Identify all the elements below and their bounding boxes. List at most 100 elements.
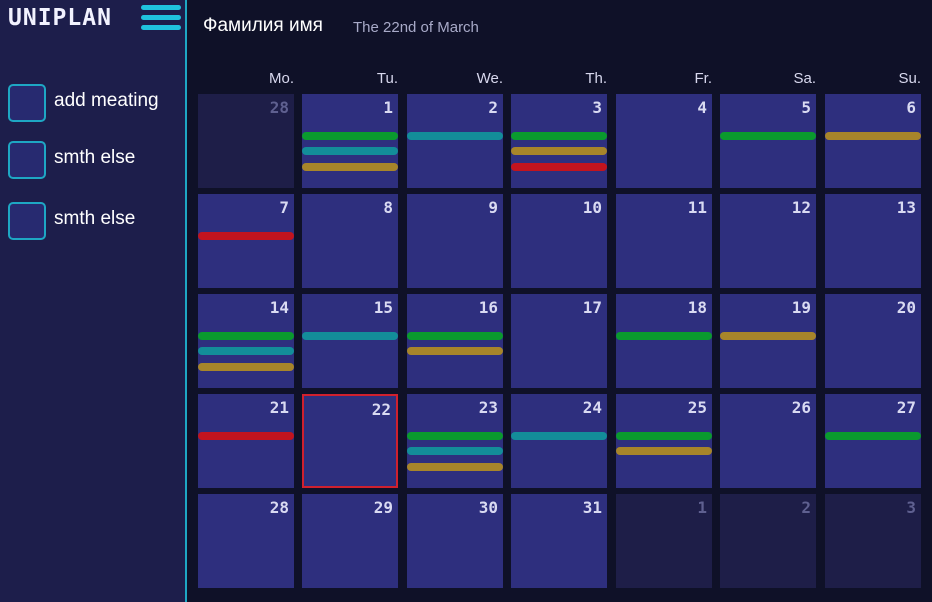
weekday-label: Su.: [898, 70, 921, 87]
sidebar-item-checkbox[interactable]: [8, 202, 46, 240]
day-number: 24: [582, 398, 602, 417]
event-bar-gold[interactable]: [198, 363, 294, 371]
event-bar-green[interactable]: [407, 332, 503, 340]
calendar-day[interactable]: 1: [616, 494, 712, 588]
day-number: 14: [269, 298, 289, 317]
weekday-label: Mo.: [268, 70, 294, 87]
calendar-day[interactable]: 8: [302, 194, 398, 288]
event-bar-green[interactable]: [302, 132, 398, 140]
event-bar-teal[interactable]: [407, 447, 503, 455]
calendar-day[interactable]: 12: [720, 194, 816, 288]
calendar-day[interactable]: 13: [825, 194, 921, 288]
sidebar-item-label: smth else: [54, 208, 136, 229]
event-bar-gold[interactable]: [825, 132, 921, 140]
event-bar-gold[interactable]: [302, 163, 398, 171]
event-bar-teal[interactable]: [407, 132, 503, 140]
day-number: 26: [791, 398, 811, 417]
user-name: Фамилия имя: [203, 15, 323, 36]
calendar-day[interactable]: 9: [407, 194, 503, 288]
calendar-day[interactable]: 5: [720, 94, 816, 188]
weekday-label: Tu.: [376, 70, 398, 87]
event-bar-green[interactable]: [616, 432, 712, 440]
calendar-day[interactable]: 23: [407, 394, 503, 488]
calendar-day[interactable]: 24: [511, 394, 607, 488]
event-bar-red[interactable]: [198, 432, 294, 440]
calendar-day[interactable]: 28: [198, 494, 294, 588]
calendar-day[interactable]: 20: [825, 294, 921, 388]
weekday-label: Fr.: [694, 70, 713, 87]
calendar-day[interactable]: 7: [198, 194, 294, 288]
event-bar-teal[interactable]: [198, 347, 294, 355]
day-number: 9: [488, 198, 498, 217]
day-number: 3: [906, 498, 916, 517]
calendar-day[interactable]: 3: [825, 494, 921, 588]
day-number: 17: [582, 298, 602, 317]
calendar-day[interactable]: 6: [825, 94, 921, 188]
day-number: 12: [791, 198, 811, 217]
sidebar-item-label: add meating: [54, 90, 159, 111]
day-number: 30: [478, 498, 498, 517]
calendar-day[interactable]: 17: [511, 294, 607, 388]
calendar-day[interactable]: 31: [511, 494, 607, 588]
day-number: 2: [801, 498, 811, 517]
weekday-label: Sa.: [793, 70, 816, 87]
event-bar-green[interactable]: [825, 432, 921, 440]
event-bar-green[interactable]: [198, 332, 294, 340]
sidebar-item-checkbox[interactable]: [8, 141, 46, 179]
calendar-day[interactable]: 1: [302, 94, 398, 188]
event-bar-gold[interactable]: [511, 147, 607, 155]
calendar-day[interactable]: 2: [720, 494, 816, 588]
day-number: 18: [687, 298, 707, 317]
event-bar-gold[interactable]: [407, 463, 503, 471]
calendar-day[interactable]: 21: [198, 394, 294, 488]
calendar-day[interactable]: 19: [720, 294, 816, 388]
calendar-day[interactable]: 14: [198, 294, 294, 388]
day-number: 19: [791, 298, 811, 317]
calendar-day[interactable]: 27: [825, 394, 921, 488]
day-number: 13: [896, 198, 916, 217]
day-number: 21: [269, 398, 289, 417]
event-bar-gold[interactable]: [720, 332, 816, 340]
calendar-day[interactable]: 29: [302, 494, 398, 588]
calendar-day[interactable]: 25: [616, 394, 712, 488]
add-meeting-checkbox[interactable]: [8, 84, 46, 122]
day-number: 16: [478, 298, 498, 317]
day-number: 1: [383, 98, 393, 117]
sidebar: UNIPLAN add meating smth else smth else: [0, 0, 187, 602]
weekday-label: Th.: [585, 70, 607, 87]
calendar-day[interactable]: 18: [616, 294, 712, 388]
event-bar-teal[interactable]: [302, 147, 398, 155]
event-bar-teal[interactable]: [511, 432, 607, 440]
calendar-day[interactable]: 3: [511, 94, 607, 188]
calendar-day-today[interactable]: 22: [302, 394, 398, 488]
event-bar-gold[interactable]: [407, 347, 503, 355]
current-date-label: The 22nd of March: [353, 19, 479, 36]
calendar-day[interactable]: 2: [407, 94, 503, 188]
event-bar-red[interactable]: [511, 163, 607, 171]
calendar-day[interactable]: 4: [616, 94, 712, 188]
calendar-day[interactable]: 10: [511, 194, 607, 288]
event-bar-green[interactable]: [511, 132, 607, 140]
day-number: 29: [373, 498, 393, 517]
event-bar-green[interactable]: [407, 432, 503, 440]
event-bar-red[interactable]: [198, 232, 294, 240]
app-logo: UNIPLAN: [8, 5, 112, 31]
day-number: 10: [582, 198, 602, 217]
day-number: 22: [371, 400, 391, 419]
event-bar-green[interactable]: [616, 332, 712, 340]
event-bar-gold[interactable]: [616, 447, 712, 455]
calendar-day[interactable]: 11: [616, 194, 712, 288]
event-bar-green[interactable]: [720, 132, 816, 140]
day-number: 28: [269, 98, 289, 117]
calendar-day[interactable]: 16: [407, 294, 503, 388]
calendar-day[interactable]: 15: [302, 294, 398, 388]
day-number: 20: [896, 298, 916, 317]
calendar-day[interactable]: 30: [407, 494, 503, 588]
day-number: 23: [478, 398, 498, 417]
day-number: 3: [592, 98, 602, 117]
calendar-day[interactable]: 28: [198, 94, 294, 188]
hamburger-menu-icon[interactable]: [141, 5, 181, 31]
day-number: 27: [896, 398, 916, 417]
event-bar-teal[interactable]: [302, 332, 398, 340]
calendar-day[interactable]: 26: [720, 394, 816, 488]
